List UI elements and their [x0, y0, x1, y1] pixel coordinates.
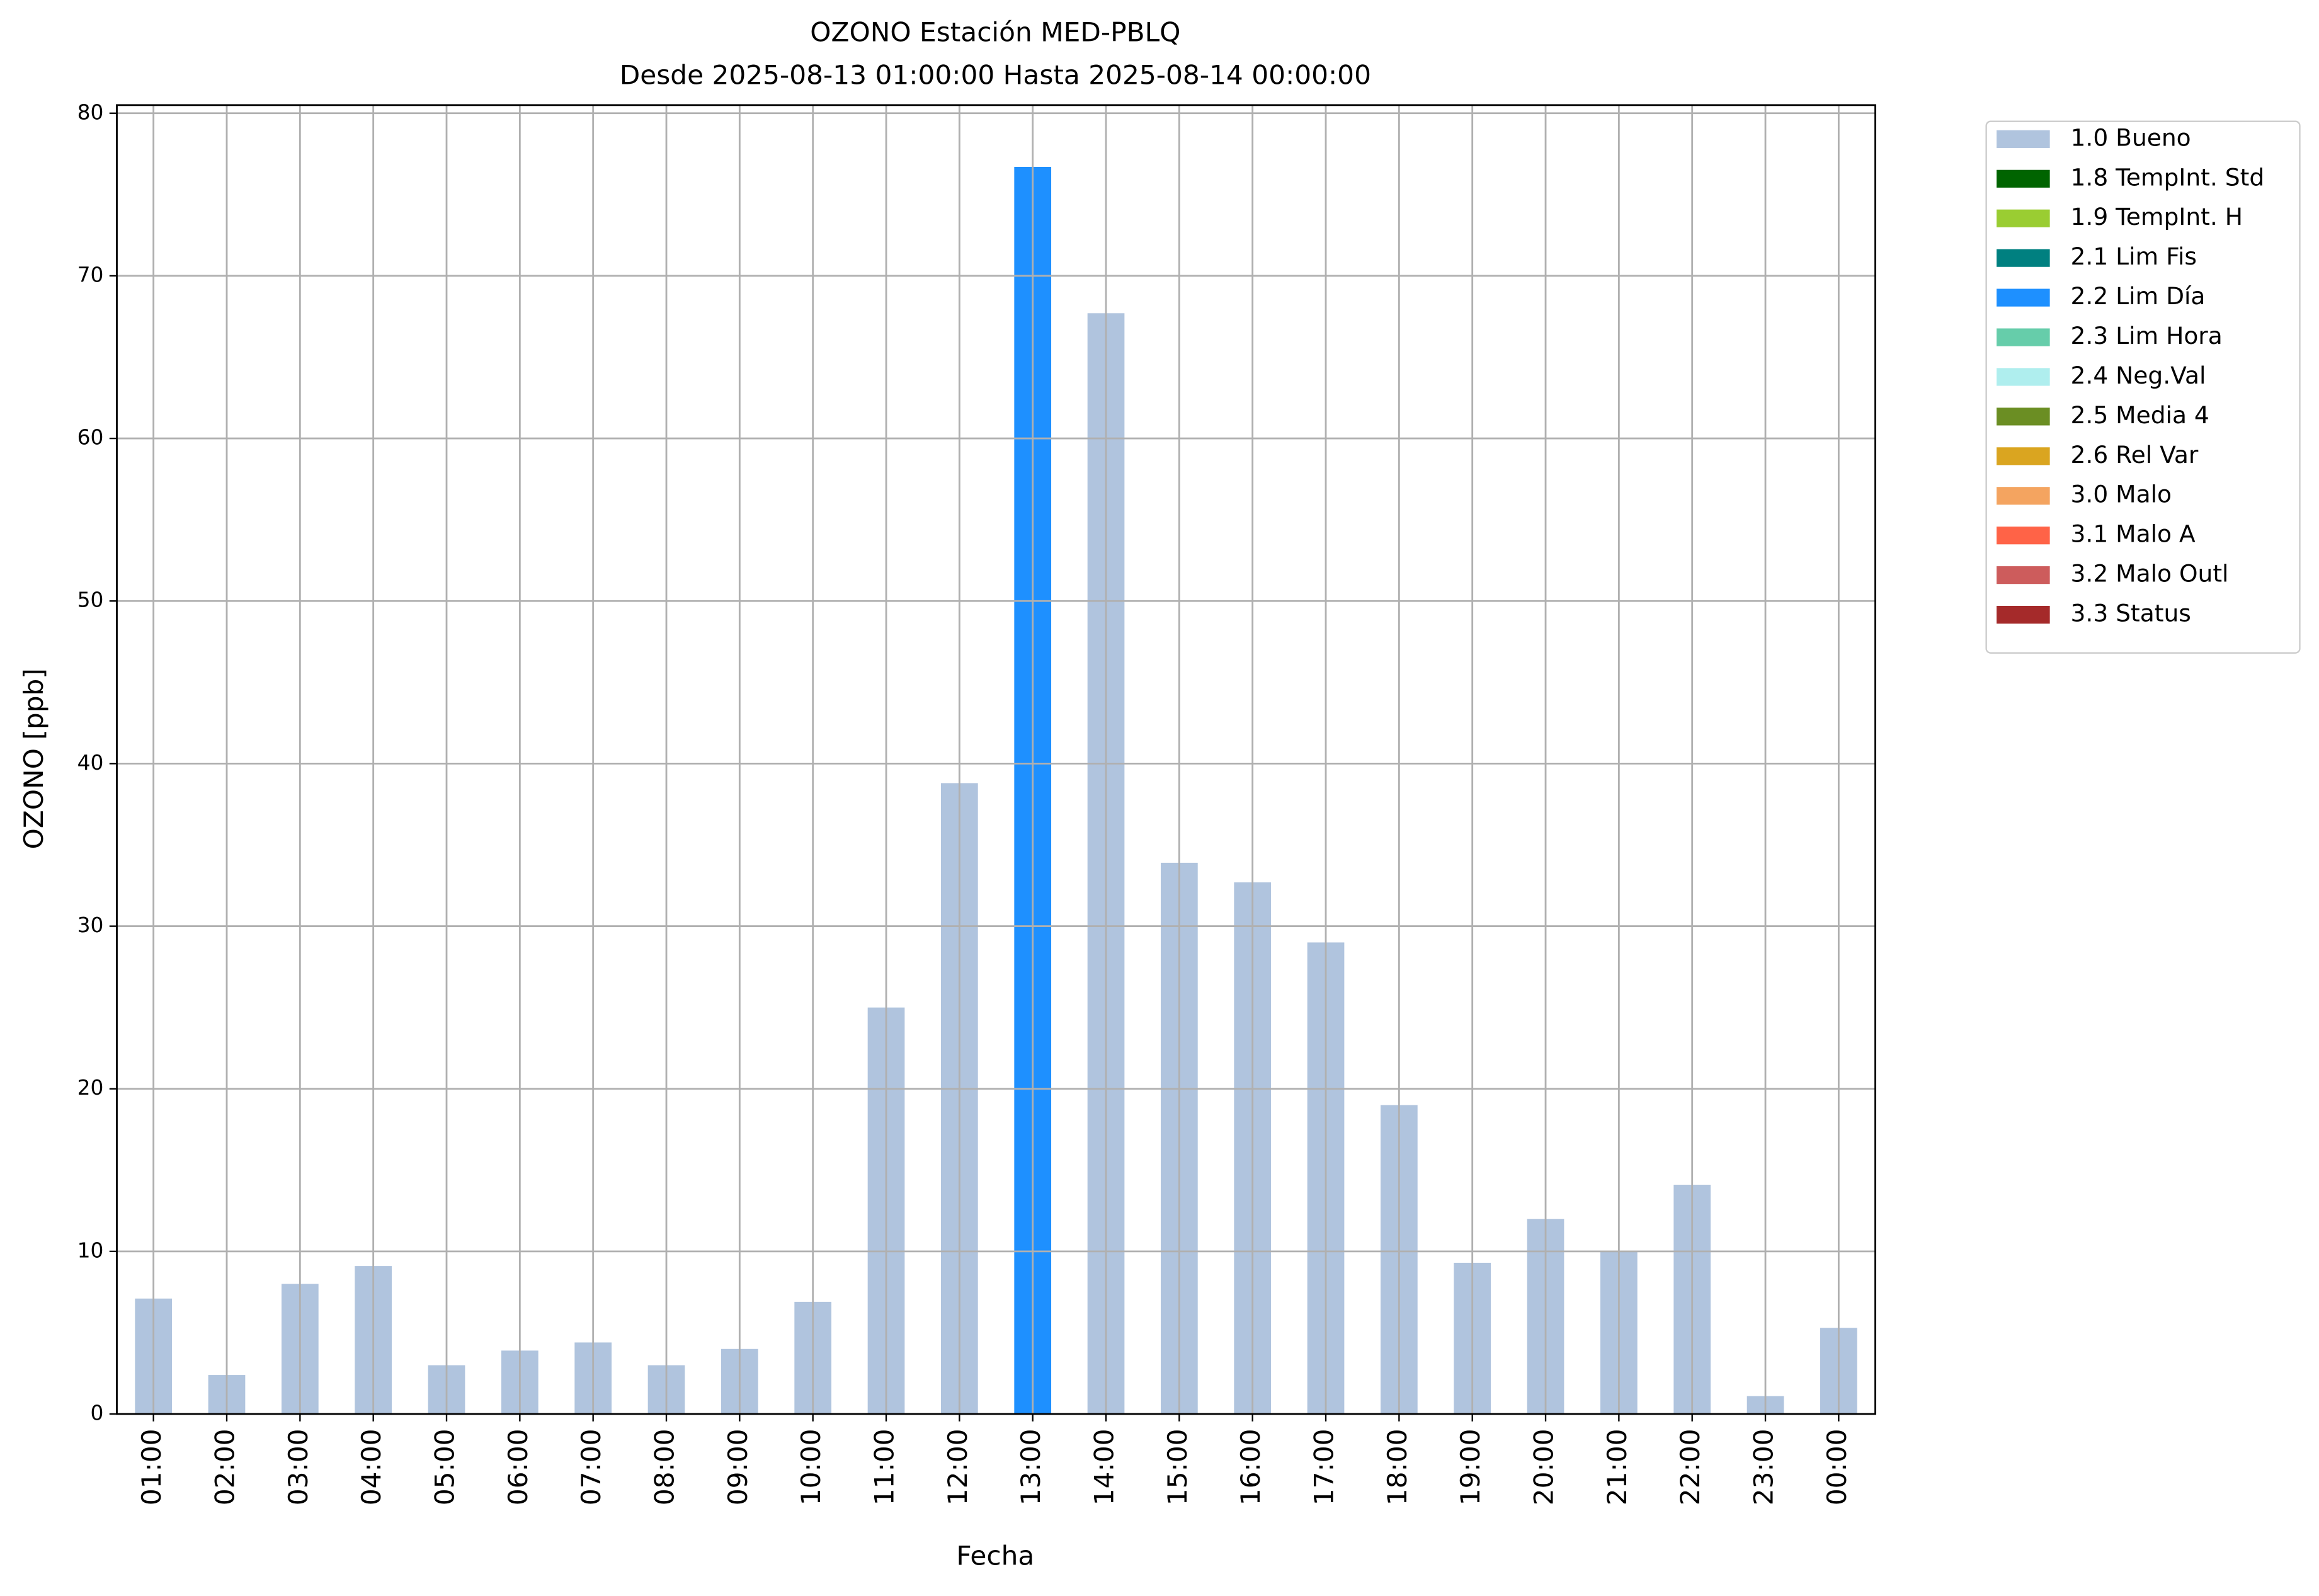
x-tick-label: 15:00	[1162, 1429, 1193, 1506]
legend-label: 3.3 Status	[2071, 600, 2191, 627]
x-tick-label: 14:00	[1089, 1429, 1120, 1506]
chart-subtitle: Desde 2025-08-13 01:00:00 Hasta 2025-08-…	[620, 60, 1371, 91]
legend-label: 2.6 Rel Var	[2071, 441, 2199, 469]
legend-swatch	[1997, 328, 2050, 346]
x-tick-label: 03:00	[283, 1429, 314, 1506]
legend-swatch	[1997, 368, 2050, 386]
legend-swatch	[1997, 566, 2050, 584]
legend-swatch	[1997, 209, 2050, 227]
legend-swatch	[1997, 447, 2050, 465]
legend-swatch	[1997, 487, 2050, 505]
legend-label: 1.9 TempInt. H	[2071, 203, 2243, 231]
x-tick-label: 10:00	[795, 1429, 826, 1506]
y-tick-label: 50	[77, 588, 104, 612]
x-tick-label: 05:00	[430, 1429, 460, 1506]
legend-label: 2.4 Neg.Val	[2071, 362, 2206, 389]
legend-box	[1985, 120, 2301, 654]
chart-title: OZONO Estación MED-PBLQ	[810, 17, 1180, 48]
legend-label: 3.2 Malo Outl	[2071, 560, 2229, 588]
legend-swatch	[1997, 288, 2050, 307]
legend-label: 2.5 Media 4	[2071, 401, 2209, 429]
x-tick-label: 22:00	[1675, 1429, 1706, 1506]
x-tick-label: 13:00	[1015, 1429, 1046, 1506]
x-tick-label: 19:00	[1455, 1429, 1486, 1506]
y-tick-label: 80	[77, 100, 104, 124]
legend-swatch	[1997, 169, 2050, 188]
legend-label: 3.1 Malo A	[2071, 520, 2196, 548]
x-tick-label: 02:00	[210, 1429, 241, 1506]
legend-swatch	[1997, 408, 2050, 426]
y-tick-label: 10	[77, 1238, 104, 1262]
legend-swatch	[1997, 249, 2050, 267]
x-tick-label: 07:00	[576, 1429, 607, 1506]
x-tick-label: 18:00	[1382, 1429, 1413, 1506]
legend-label: 1.0 Bueno	[2071, 123, 2191, 151]
x-tick-label: 01:00	[136, 1429, 167, 1506]
x-tick-label: 16:00	[1235, 1429, 1266, 1506]
x-tick-label: 23:00	[1748, 1429, 1779, 1506]
y-tick-label: 30	[77, 913, 104, 937]
y-axis-label: OZONO [ppb]	[18, 668, 49, 849]
y-tick-label: 40	[77, 750, 104, 775]
legend-label: 1.8 TempInt. Std	[2071, 163, 2265, 191]
x-tick-label: 11:00	[869, 1429, 900, 1506]
x-tick-label: 09:00	[722, 1429, 753, 1506]
x-tick-label: 12:00	[942, 1429, 973, 1506]
plot-frame	[116, 104, 1876, 1415]
legend-swatch	[1997, 527, 2050, 545]
x-axis-label: Fecha	[956, 1540, 1034, 1571]
y-tick-label: 70	[77, 262, 104, 287]
x-tick-label: 00:00	[1821, 1429, 1852, 1506]
x-tick-label: 08:00	[649, 1429, 680, 1506]
legend-label: 3.0 Malo	[2071, 481, 2172, 508]
y-tick-label: 60	[77, 425, 104, 450]
legend-label: 2.3 Lim Hora	[2071, 322, 2223, 350]
y-tick-label: 0	[90, 1401, 103, 1425]
x-tick-label: 17:00	[1309, 1429, 1340, 1506]
x-tick-label: 06:00	[503, 1429, 533, 1506]
legend-label: 2.2 Lim Día	[2071, 282, 2206, 310]
y-tick-label: 20	[77, 1075, 104, 1100]
x-tick-label: 21:00	[1602, 1429, 1632, 1506]
legend-swatch	[1997, 605, 2050, 624]
legend-swatch	[1997, 130, 2050, 148]
legend-label: 2.1 Lim Fis	[2071, 242, 2197, 270]
x-tick-label: 04:00	[356, 1429, 387, 1506]
x-tick-label: 20:00	[1529, 1429, 1559, 1506]
